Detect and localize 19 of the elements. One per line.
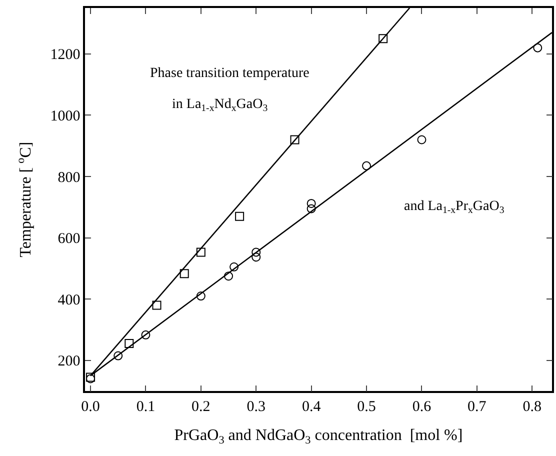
x-tick-label: 0.6 [412,398,432,415]
y-tick-label: 800 [58,170,80,186]
annotation: and La$_{1-x}$Pr$_{x}$GaO$_{3}$ [404,199,504,216]
annotation: Phase transition temperature [150,66,310,81]
y-tick-label: 400 [58,292,80,308]
y-tick-label: 600 [58,231,80,248]
y-tick-label: 200 [58,354,80,370]
x-tick-label: 0.3 [246,398,266,415]
annotation: in La$_{1-x}$Nd$_{x}$GaO$_{3}$ [172,97,268,114]
x-tick-label: 0.8 [522,398,542,415]
x-tick-label: 0.4 [302,398,322,415]
x-tick-label: 0.7 [468,398,487,415]
x-tick-label: 0.2 [192,398,210,415]
x-tick-label: 0.1 [136,398,156,415]
y-tick-label: 1200 [50,47,80,64]
x-tick-label: 0.5 [357,398,376,415]
y-tick-label: 1000 [50,108,80,124]
x-tick-label: 0.0 [81,398,100,415]
x-axis-title: PrGaO$_{3}$ and NdGaO$_{3}$ concentration [mol %] [174,426,463,446]
